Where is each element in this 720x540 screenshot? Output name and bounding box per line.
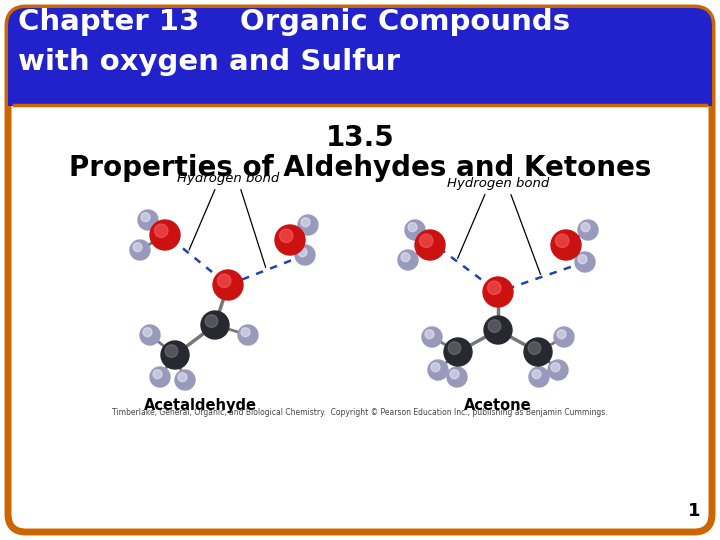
Text: Hydrogen bond: Hydrogen bond: [177, 172, 279, 185]
Circle shape: [298, 215, 318, 235]
Circle shape: [408, 222, 417, 232]
Circle shape: [488, 320, 501, 333]
Circle shape: [205, 315, 218, 327]
Circle shape: [428, 360, 448, 380]
Text: Hydrogen bond: Hydrogen bond: [447, 177, 549, 190]
Text: Properties of Aldehydes and Ketones: Properties of Aldehydes and Ketones: [69, 154, 651, 182]
Circle shape: [528, 342, 541, 354]
Circle shape: [487, 281, 501, 294]
Circle shape: [241, 328, 250, 337]
Circle shape: [213, 270, 243, 300]
Text: Acetone: Acetone: [464, 398, 532, 413]
Circle shape: [532, 370, 541, 379]
Circle shape: [422, 327, 442, 347]
Circle shape: [165, 345, 178, 357]
Circle shape: [295, 245, 315, 265]
Text: 1: 1: [688, 502, 700, 520]
Circle shape: [201, 311, 229, 339]
Circle shape: [153, 370, 162, 379]
Circle shape: [275, 225, 305, 255]
Circle shape: [279, 229, 293, 242]
Circle shape: [557, 330, 566, 339]
FancyBboxPatch shape: [8, 8, 712, 106]
Circle shape: [141, 213, 150, 222]
Circle shape: [554, 327, 574, 347]
Circle shape: [175, 370, 195, 390]
Circle shape: [143, 328, 152, 337]
Circle shape: [130, 240, 150, 260]
Circle shape: [431, 363, 440, 372]
Text: 13.5: 13.5: [325, 124, 395, 152]
Circle shape: [524, 338, 552, 366]
Circle shape: [529, 367, 549, 387]
Circle shape: [238, 325, 258, 345]
Circle shape: [150, 367, 170, 387]
Circle shape: [484, 316, 512, 344]
Circle shape: [178, 373, 187, 382]
Circle shape: [578, 220, 598, 240]
Circle shape: [425, 330, 434, 339]
Text: Acetaldehyde: Acetaldehyde: [143, 398, 256, 413]
Circle shape: [298, 248, 307, 256]
Circle shape: [155, 224, 168, 238]
Circle shape: [575, 252, 595, 272]
Circle shape: [447, 367, 467, 387]
Circle shape: [140, 325, 160, 345]
Circle shape: [405, 220, 425, 240]
Text: Chapter 13    Organic Compounds: Chapter 13 Organic Compounds: [18, 8, 570, 36]
Circle shape: [420, 234, 433, 247]
Circle shape: [556, 234, 569, 247]
Circle shape: [161, 341, 189, 369]
Circle shape: [444, 338, 472, 366]
Bar: [8, 86, 712, 106]
Text: Timberlake, General, Organic, and Biological Chemistry.  Copyright © Pearson Edu: Timberlake, General, Organic, and Biolog…: [112, 408, 608, 417]
Circle shape: [450, 370, 459, 379]
Circle shape: [578, 255, 587, 264]
Circle shape: [548, 360, 568, 380]
Circle shape: [551, 363, 560, 372]
Circle shape: [217, 274, 231, 287]
Circle shape: [301, 218, 310, 227]
Circle shape: [415, 230, 445, 260]
Circle shape: [133, 242, 142, 252]
Circle shape: [138, 210, 158, 230]
Circle shape: [150, 220, 180, 250]
FancyBboxPatch shape: [8, 8, 712, 532]
Circle shape: [483, 277, 513, 307]
Circle shape: [401, 253, 410, 262]
Circle shape: [398, 250, 418, 270]
Text: with oxygen and Sulfur: with oxygen and Sulfur: [18, 48, 400, 76]
Circle shape: [581, 222, 590, 232]
Circle shape: [448, 342, 461, 354]
Circle shape: [551, 230, 581, 260]
